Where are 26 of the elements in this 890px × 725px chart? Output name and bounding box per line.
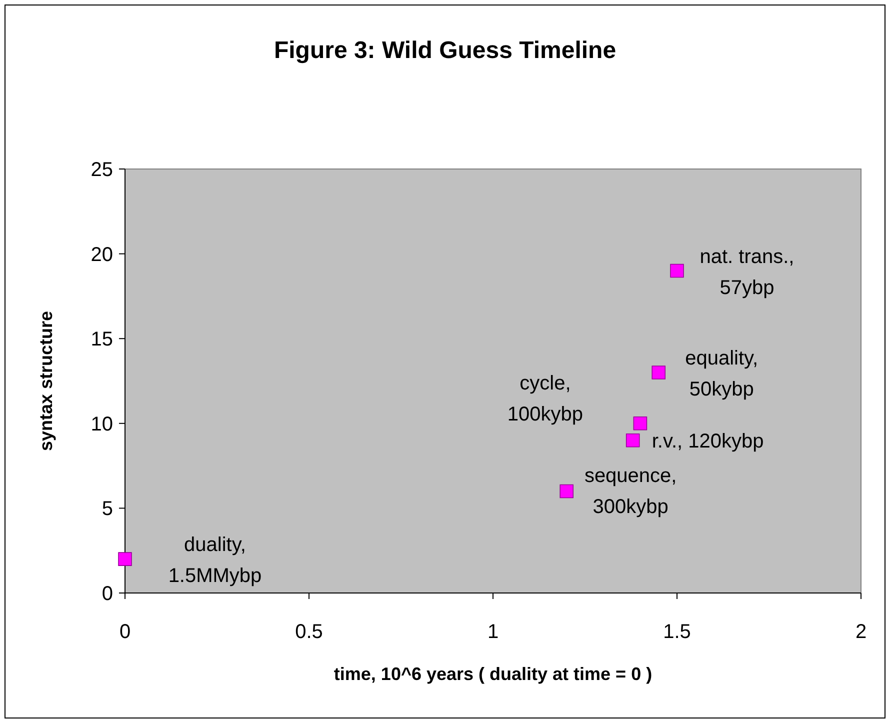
chart-title: Figure 3: Wild Guess Timeline	[274, 37, 616, 64]
annotation: cycle, 100kybp	[507, 372, 584, 426]
point	[118, 552, 132, 566]
x-tick-label: 1	[487, 621, 499, 643]
annotation: equality, 50kybp	[685, 348, 758, 401]
point	[633, 416, 648, 430]
point	[670, 264, 684, 278]
annotation: sequence, 300kybp	[584, 465, 677, 518]
point	[560, 484, 574, 498]
y-tick-label: 10	[90, 413, 113, 436]
y-tick-label: 5	[102, 498, 113, 520]
x-tick-label: 2	[855, 621, 867, 643]
y-tick-label: 0	[102, 583, 113, 605]
annotation: nat. trans., 57ybp	[700, 246, 794, 299]
point	[652, 366, 666, 380]
x-axis-title: time, 10^6 years ( duality at time = 0 )	[334, 664, 652, 684]
point	[626, 433, 640, 448]
y-axis-title: syntax structure	[36, 310, 56, 452]
x-tick-label: 0.5	[295, 621, 323, 643]
x-tick-label: 1.5	[663, 621, 691, 643]
annotation: duality, 1.5MMybp	[168, 534, 262, 588]
y-tick-label: 15	[90, 328, 113, 351]
y-tick-label: 20	[90, 244, 113, 266]
annotation: r.v., 120kybp	[652, 430, 764, 452]
x-tick-label: 0	[119, 621, 131, 643]
y-tick-label: 25	[90, 159, 113, 181]
